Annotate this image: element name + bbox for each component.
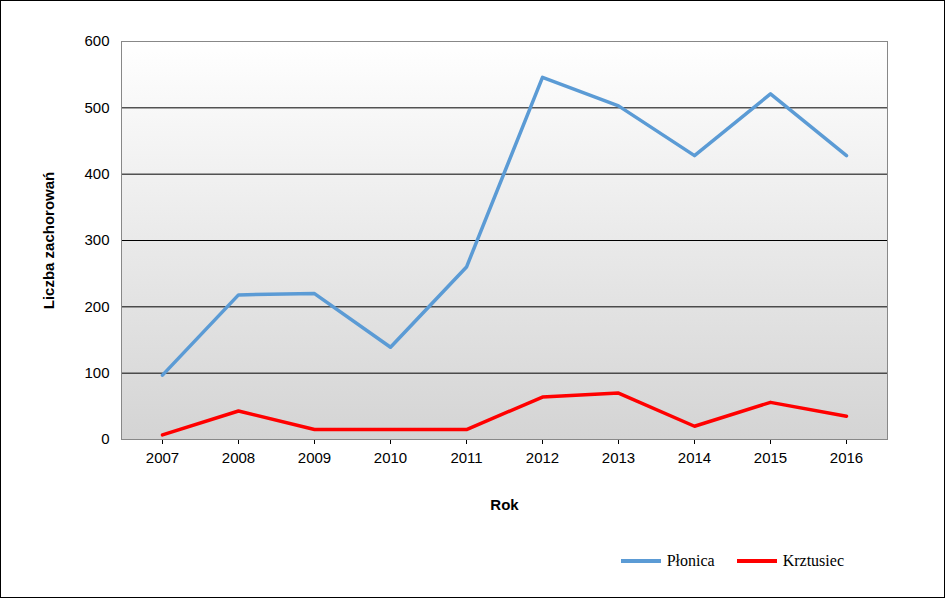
svg-text:400: 400 (84, 165, 109, 182)
svg-text:Liczba zachorowań: Liczba zachorowań (40, 172, 57, 310)
html-text:Płonica: Płonica (666, 552, 715, 569)
svg-text:600: 600 (84, 32, 109, 49)
svg-text:2015: 2015 (754, 449, 787, 466)
svg-text:2013: 2013 (602, 449, 635, 466)
svg-text:2016: 2016 (830, 449, 863, 466)
html-text:Krztusiec: Krztusiec (782, 552, 844, 569)
svg-text:2012: 2012 (526, 449, 559, 466)
svg-text:Rok: Rok (490, 496, 519, 513)
svg-text:2009: 2009 (298, 449, 331, 466)
svg-text:2008: 2008 (222, 449, 255, 466)
svg-text:100: 100 (84, 364, 109, 381)
svg-text:0: 0 (101, 430, 109, 447)
svg-text:2010: 2010 (374, 449, 407, 466)
svg-text:2011: 2011 (450, 449, 482, 466)
svg-text:2007: 2007 (146, 449, 179, 466)
svg-text:500: 500 (84, 99, 109, 116)
svg-text:300: 300 (84, 231, 109, 248)
svg-text:200: 200 (84, 298, 109, 315)
svg-text:2014: 2014 (678, 449, 711, 466)
